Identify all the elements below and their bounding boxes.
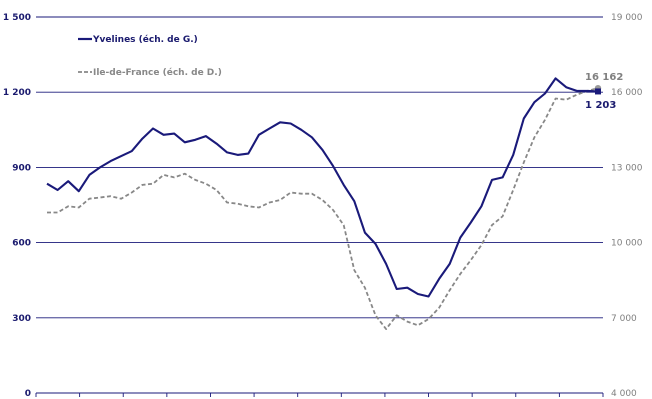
legend-label-idf: Ile-de-France (éch. de D.) bbox=[93, 67, 222, 78]
left-axis-ticks: 0 300 600 900 1 200 1 500 bbox=[3, 13, 31, 399]
legend-label-yvelines: Yvelines (éch. de G.) bbox=[92, 34, 198, 45]
series-line-idf bbox=[47, 87, 599, 331]
left-tick-label: 0 bbox=[25, 389, 31, 399]
series-line-yvelines bbox=[46, 77, 599, 298]
left-tick-label: 300 bbox=[12, 314, 31, 324]
legend: Yvelines (éch. de G.) Ile-de-France (éch… bbox=[78, 34, 222, 78]
right-tick-label: 7 000 bbox=[611, 314, 637, 324]
series-group bbox=[46, 77, 599, 331]
grid-lines bbox=[36, 16, 603, 394]
right-axis-ticks: 4 000 7 000 10 000 13 000 16 000 19 000 bbox=[611, 13, 643, 399]
left-tick-label: 900 bbox=[12, 163, 31, 173]
left-tick-label: 1 500 bbox=[3, 13, 31, 23]
left-tick-label: 1 200 bbox=[3, 88, 31, 98]
right-tick-label: 13 000 bbox=[611, 163, 643, 173]
right-tick-label: 4 000 bbox=[611, 389, 637, 399]
left-tick-label: 600 bbox=[12, 239, 31, 249]
end-marker-yvelines bbox=[595, 88, 601, 95]
end-markers bbox=[594, 84, 602, 95]
right-tick-label: 10 000 bbox=[611, 239, 643, 249]
annotation-idf-last: 16 162 bbox=[585, 72, 623, 83]
annotation-yvelines-last: 1 203 bbox=[585, 100, 616, 111]
right-tick-label: 19 000 bbox=[611, 13, 643, 23]
right-tick-label: 16 000 bbox=[611, 88, 643, 98]
x-axis-ticks bbox=[35, 393, 604, 397]
